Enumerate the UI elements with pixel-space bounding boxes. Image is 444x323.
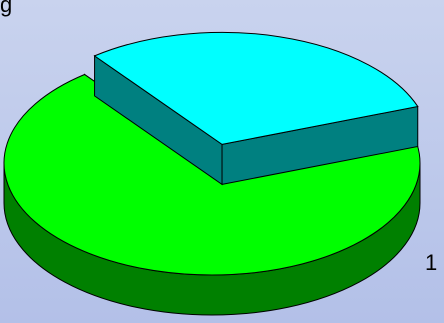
clipped-label-top: g [0, 0, 13, 17]
pie-slice-1 [93, 31, 419, 145]
clipped-label-right: 1 [425, 250, 438, 275]
